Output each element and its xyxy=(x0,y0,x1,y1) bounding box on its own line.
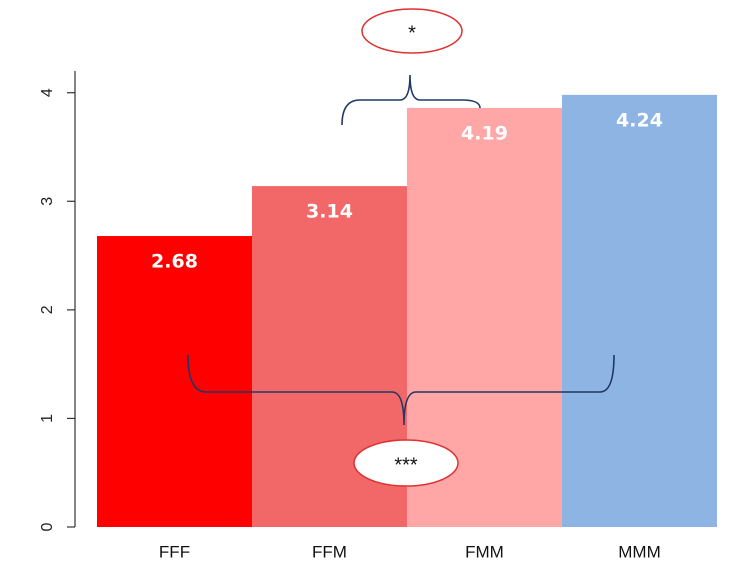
value-label: 3.14 xyxy=(306,201,353,223)
bar xyxy=(562,94,717,527)
y-tick-label: 0 xyxy=(39,522,56,531)
value-label: 4.19 xyxy=(461,122,508,144)
y-tick-label: 4 xyxy=(39,88,56,97)
annotation-ellipse xyxy=(353,439,459,487)
bar xyxy=(97,236,252,527)
x-tick-label: FFM xyxy=(312,542,347,561)
y-tick-label: 3 xyxy=(39,197,56,206)
annotation-ellipse xyxy=(361,8,463,54)
annotation: *** xyxy=(394,454,418,476)
y-tick-label: 1 xyxy=(39,414,56,423)
x-tick-label: FMM xyxy=(465,542,504,561)
x-tick-label: MMM xyxy=(618,542,660,561)
x-tick-label: FFF xyxy=(159,542,190,561)
bracket xyxy=(187,354,615,426)
y-tick-label: 2 xyxy=(39,305,56,314)
value-label: 2.68 xyxy=(151,251,198,273)
bracket xyxy=(341,74,481,126)
value-label: 4.24 xyxy=(616,109,663,131)
annotation: * xyxy=(408,22,416,44)
bars xyxy=(97,94,717,528)
